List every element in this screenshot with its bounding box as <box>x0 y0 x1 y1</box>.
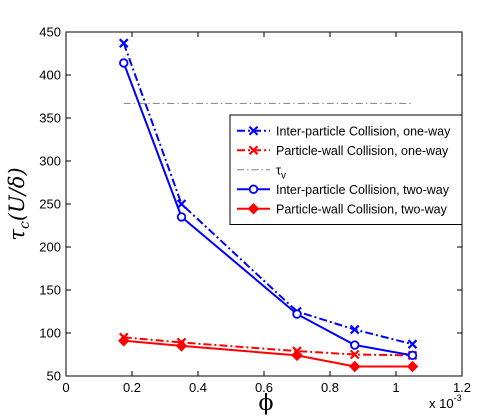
x-tick-label-1: 0.2 <box>123 380 141 395</box>
legend-label-4: Particle-wall Collision, two-way <box>276 202 448 216</box>
legend-label-3: Inter-particle Collision, two-way <box>276 183 450 197</box>
x-tick-label-3: 0.6 <box>255 380 273 395</box>
y-tick-label-8: 450 <box>39 25 61 40</box>
y-tick-label-5: 300 <box>39 154 61 169</box>
y-tick-label-4: 250 <box>39 197 61 212</box>
legend-entry-4: Particle-wall Collision, two-way <box>237 202 448 216</box>
series-4 <box>118 335 419 373</box>
series-1 <box>118 332 418 361</box>
x-axis-multiplier-exponent: -3 <box>454 393 462 403</box>
x-axis-multiplier: x 10-3 <box>429 393 462 411</box>
y-axis-label-subscript: c <box>17 221 33 229</box>
series-line-1 <box>123 336 413 357</box>
legend-entry-1: Particle-wall Collision, one-way <box>237 144 449 158</box>
legend-label-0: Inter-particle Collision, one-way <box>276 124 451 138</box>
legend-label-symbol-2: τ <box>276 163 281 177</box>
series-1-point-3 <box>349 349 360 360</box>
legend-entry-0: Inter-particle Collision, one-way <box>237 124 451 138</box>
legend-label-1: Particle-wall Collision, one-way <box>276 144 449 158</box>
series-3-point-3 <box>350 340 360 350</box>
legend-label-subscript-2: v <box>281 170 286 181</box>
series-0-point-0 <box>118 38 129 48</box>
y-tick-label-1: 100 <box>39 326 61 341</box>
series-layer <box>118 38 419 373</box>
y-tick-label-3: 200 <box>39 240 61 255</box>
series-3-point-1 <box>176 212 187 222</box>
series-0-point-3 <box>349 324 360 335</box>
x-axis-label: ϕ <box>259 391 274 416</box>
y-axis-label: τc(U/δ) <box>5 167 33 240</box>
series-4-point-4 <box>406 360 419 373</box>
y-tick-label-7: 400 <box>39 68 61 83</box>
legend-marker-1 <box>248 145 259 156</box>
tick-labels: 0 0.2 0.4 0.6 0.8 1 1.2 50 100 150 200 250 300 350 400… <box>39 25 471 396</box>
legend-marker-4 <box>247 203 260 215</box>
x-axis-multiplier-base: x 10 <box>429 396 454 411</box>
series-line-0 <box>122 42 413 346</box>
series-4-point-0 <box>118 335 130 347</box>
y-tick-label-6: 350 <box>39 111 61 126</box>
y-axis-label-symbol: τ <box>5 229 29 241</box>
legend: Inter-particle Collision, one-way Particl… <box>229 114 463 225</box>
series-3-point-2 <box>292 309 302 319</box>
series-4-point-2 <box>291 349 303 362</box>
series-0-point-4 <box>407 339 418 349</box>
series-0-point-1 <box>176 199 187 209</box>
series-4-point-3 <box>349 360 361 373</box>
series-3 <box>119 58 418 361</box>
series-4-point-1 <box>175 340 188 352</box>
y-tick-label-2: 150 <box>39 283 61 298</box>
x-tick-label-2: 0.4 <box>189 380 207 395</box>
series-3-point-4 <box>407 350 418 361</box>
y-axis-label-rest: (U/δ) <box>5 167 29 221</box>
x-tick-label-5: 1 <box>392 380 399 395</box>
x-tick-label-6: 1.2 <box>453 380 471 395</box>
y-tick-label-0: 50 <box>47 369 61 384</box>
legend-marker-3 <box>248 184 259 194</box>
series-line-4 <box>123 339 413 368</box>
legend-entry-2: τv <box>237 163 286 181</box>
legend-label-2: τv <box>276 163 286 181</box>
x-tick-label-4: 0.8 <box>321 380 339 395</box>
legend-entry-3: Inter-particle Collision, two-way <box>237 183 450 197</box>
legend-marker-0 <box>248 125 259 136</box>
series-3-point-0 <box>119 58 129 68</box>
x-tick-label-0: 0 <box>62 380 69 395</box>
